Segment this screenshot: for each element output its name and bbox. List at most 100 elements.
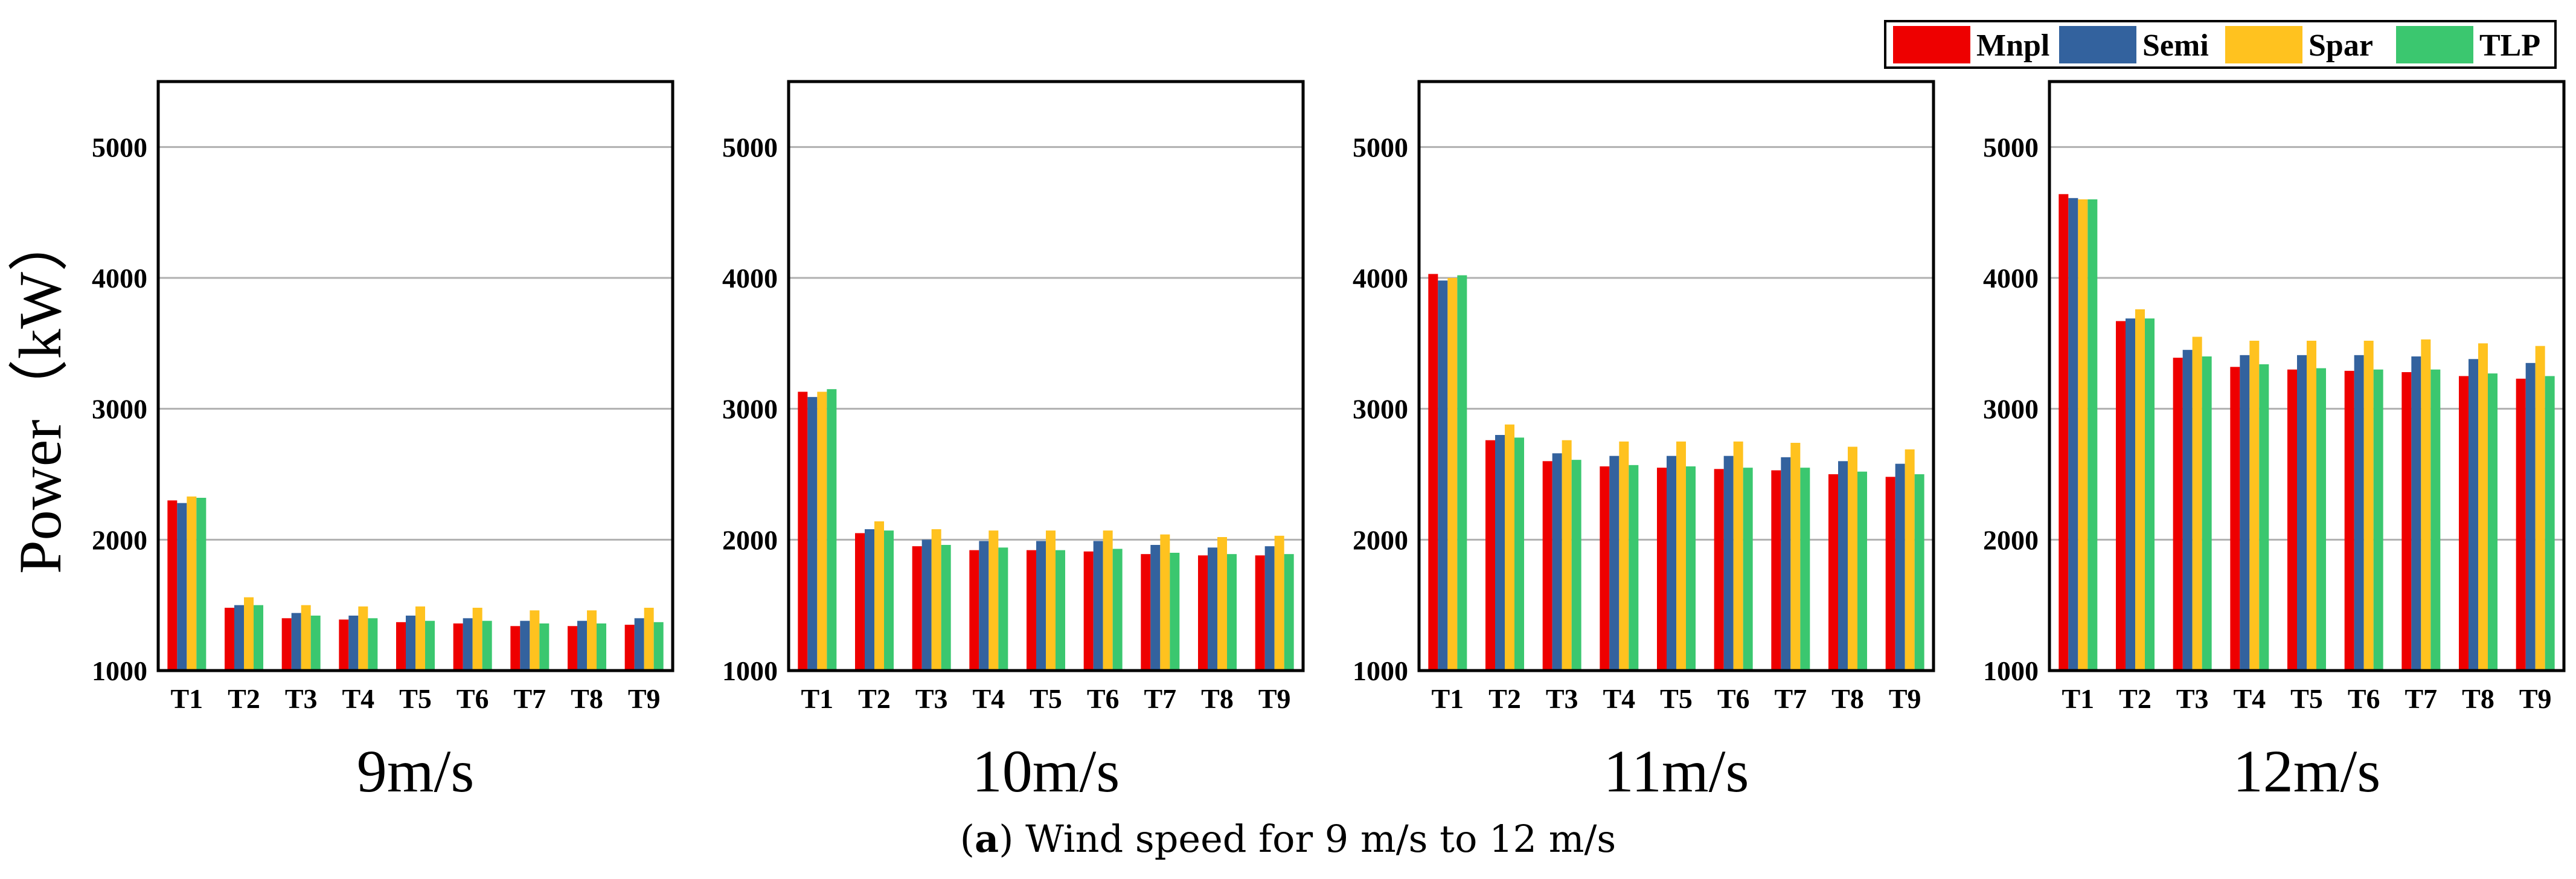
bar-mnpl-t1: [798, 391, 808, 671]
bar-mnpl-t4: [1600, 466, 1610, 671]
x-tick-label: T7: [2405, 683, 2437, 714]
bar-semi-t8: [577, 620, 587, 671]
x-tick-label: T2: [1488, 683, 1521, 714]
x-tick-label: T5: [399, 683, 432, 714]
x-tick-label: T3: [285, 683, 318, 714]
bar-spar-t7: [1790, 443, 1801, 671]
panel-3: 1000 2000 3000 4000 5000 T1 T2 T3 T4 T5 T6 T7 T8 T9 11…: [1353, 80, 1935, 805]
bar-tlp-t5: [1686, 466, 1696, 671]
x-tick-label: T7: [1774, 683, 1807, 714]
bar-semi-t9: [634, 618, 644, 671]
bar-tlp-t6: [2373, 369, 2383, 671]
bar-mnpl-t3: [281, 618, 292, 671]
bar-semi-t7: [520, 620, 530, 671]
legend-swatch: [2225, 26, 2302, 63]
bar-mnpl-t9: [2516, 378, 2526, 671]
bar-semi-t2: [2126, 318, 2135, 671]
x-tick-label: T3: [2176, 683, 2209, 714]
x-tick-label: T2: [858, 683, 891, 714]
y-tick-label: 2000: [1353, 524, 1408, 555]
bar-mnpl-t1: [1428, 274, 1438, 671]
bar-semi-t5: [1667, 456, 1676, 671]
y-tick-label: 3000: [722, 394, 778, 425]
y-tick-label: 4000: [1983, 263, 2039, 294]
x-tick-label: T6: [1087, 683, 1120, 714]
bar-spar-t5: [2307, 341, 2316, 671]
bar-semi-t9: [1895, 463, 1905, 671]
x-tick-label: T8: [1201, 683, 1234, 714]
bar-tlp-t6: [482, 620, 492, 671]
bar-spar-t8: [1217, 537, 1227, 671]
bar-semi-t3: [2182, 350, 2193, 671]
bar-mnpl-t7: [1141, 554, 1151, 671]
chart-panels: 1000 2000 3000 4000 5000 T1 T2 T3 T4 T5 T6 T7 T8 T9 9m…: [92, 80, 2566, 805]
bar-semi-t6: [463, 618, 473, 671]
bar-spar-t6: [2363, 341, 2374, 671]
bar-mnpl-t8: [2459, 376, 2469, 671]
legend-label: Mnpl: [1976, 28, 2049, 63]
bar-spar-t7: [530, 610, 540, 671]
bar-spar-t7: [2421, 339, 2431, 671]
legend-swatch: [2396, 26, 2473, 63]
bar-tlp-t2: [884, 530, 894, 671]
bar-mnpl-t2: [225, 608, 234, 671]
bar-semi-t8: [2469, 359, 2478, 671]
figure-caption: (a) Wind speed for 9 m/s to 12 m/s: [960, 817, 1616, 861]
bar-tlp-t1: [827, 389, 837, 671]
bar-mnpl-t3: [912, 546, 922, 671]
legend-item-tlp: TLP: [2396, 26, 2540, 63]
bar-spar-t6: [1103, 530, 1113, 671]
panel-4: 1000 2000 3000 4000 5000 T1 T2 T3 T4 T5 T6 T7 T8 T9 12…: [1983, 80, 2566, 805]
bar-spar-t8: [587, 610, 597, 671]
bar-tlp-t7: [1170, 553, 1180, 671]
bar-spar-t3: [1562, 440, 1572, 671]
bar-mnpl-t3: [1542, 461, 1552, 671]
bar-mnpl-t2: [1485, 440, 1495, 671]
x-tick-label: T6: [457, 683, 489, 714]
plot-frame: [787, 80, 1305, 672]
bar-spar-t4: [1619, 441, 1629, 671]
panel-2: 1000 2000 3000 4000 5000 T1 T2 T3 T4 T5 T6 T7 T8 T9 10…: [722, 80, 1305, 805]
bar-tlp-t4: [368, 618, 378, 671]
bar-semi-t5: [2297, 355, 2307, 671]
x-tick-label: T4: [342, 683, 374, 714]
bar-tlp-t3: [2202, 356, 2212, 671]
bar-mnpl-t7: [2401, 372, 2412, 671]
x-tick-label: T2: [228, 683, 260, 714]
bar-spar-t5: [415, 606, 425, 671]
x-tick-label: T2: [2119, 683, 2151, 714]
bar-semi-t6: [1093, 541, 1103, 671]
y-tick-label: 2000: [722, 524, 778, 555]
x-tick-label: T1: [1431, 683, 1464, 714]
legend-swatch: [2059, 26, 2136, 63]
bar-mnpl-t7: [1771, 470, 1781, 671]
bar-spar-t9: [1905, 449, 1915, 671]
bar-semi-t2: [234, 605, 244, 671]
panel-title: 10m/s: [972, 738, 1120, 805]
bar-spar-t1: [187, 496, 197, 671]
legend: Mnpl Semi Spar TLP: [1884, 20, 2557, 69]
legend-label: Spar: [2308, 28, 2373, 63]
bar-semi-t7: [1781, 457, 1791, 671]
y-tick-label: 5000: [1983, 132, 2039, 163]
y-tick-label: 2000: [1983, 524, 2039, 555]
legend-swatch: [1893, 26, 1970, 63]
panel-title: 11m/s: [1604, 738, 1749, 805]
bar-tlp-t9: [1284, 554, 1294, 671]
bar-tlp-t1: [196, 498, 207, 671]
bar-tlp-t2: [2145, 318, 2155, 671]
bar-mnpl-t8: [568, 626, 577, 671]
plot-frame: [2048, 80, 2566, 672]
bar-semi-t5: [1036, 541, 1046, 671]
bar-spar-t8: [1848, 446, 1857, 671]
bar-mnpl-t2: [2116, 321, 2126, 671]
bar-tlp-t5: [425, 620, 435, 671]
bar-semi-t4: [2240, 355, 2250, 671]
bar-spar-t9: [1274, 535, 1284, 671]
legend-item-spar: Spar: [2225, 26, 2373, 63]
bar-spar-t6: [1733, 441, 1743, 671]
bar-mnpl-t5: [2287, 369, 2297, 671]
bar-spar-t2: [874, 521, 884, 671]
bar-tlp-t5: [2316, 368, 2326, 671]
